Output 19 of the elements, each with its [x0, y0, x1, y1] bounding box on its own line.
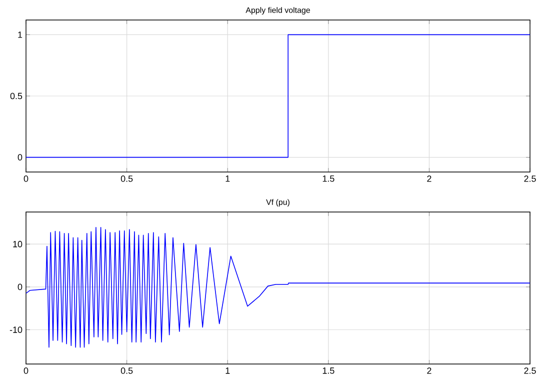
x-tick-label: 0.5 [120, 176, 133, 182]
y-tick-label: 1 [18, 32, 22, 38]
x-tick-label: 0 [24, 368, 28, 374]
x-tick-label: 0.5 [120, 368, 133, 374]
x-tick-label: 2 [427, 368, 432, 374]
x-tick-label: 0 [24, 176, 28, 182]
x-tick-label: 1 [226, 176, 230, 182]
x-tick-label: 1.5 [322, 368, 334, 374]
x-tick-label: 2.5 [524, 368, 536, 374]
y-tick-label: -10 [10, 326, 22, 333]
x-tick-label: 2.5 [524, 176, 536, 182]
x-tick-label: 1 [226, 368, 230, 374]
y-tick-label: 0.5 [10, 92, 22, 100]
y-tick-label: 0 [18, 284, 22, 290]
x-tick-label: 2 [427, 176, 432, 182]
x-tick-label: 1.5 [322, 176, 334, 182]
line-series [26, 227, 530, 348]
y-tick-label: 10 [13, 240, 22, 248]
y-tick-label: 0 [18, 154, 22, 160]
